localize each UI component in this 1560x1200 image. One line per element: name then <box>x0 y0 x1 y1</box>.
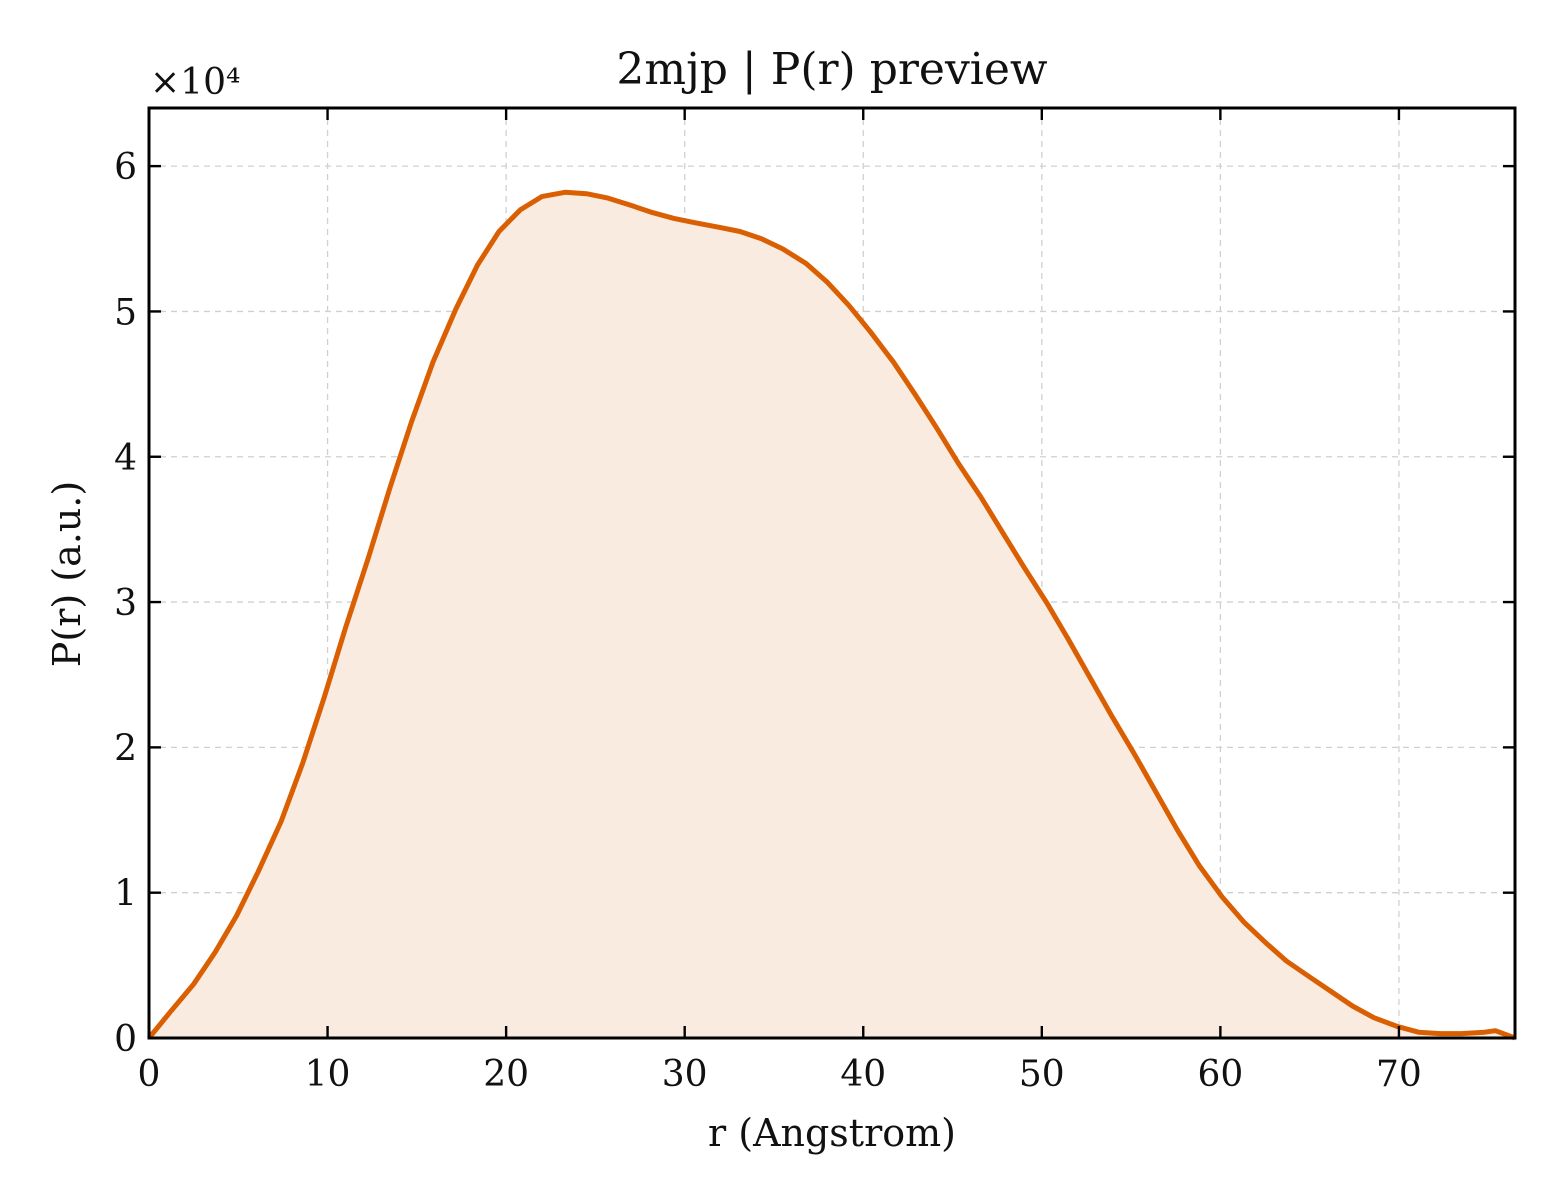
x-tick-label: 60 <box>1197 1054 1243 1095</box>
x-axis: 0 10 20 30 40 50 60 70 <box>138 108 1422 1095</box>
y-tick-label: 5 <box>114 292 137 333</box>
y-axis-multiplier: ×10⁴ <box>150 62 240 103</box>
y-tick-label: 6 <box>114 147 137 188</box>
y-tick-label: 1 <box>114 874 137 915</box>
y-tick-label: 2 <box>114 728 137 769</box>
pr-area-fill <box>149 192 1515 1039</box>
x-tick-label: 50 <box>1019 1054 1065 1095</box>
x-axis-label: r (Angstrom) <box>708 1111 956 1155</box>
y-tick-label: 0 <box>114 1019 137 1060</box>
x-tick-label: 70 <box>1376 1054 1422 1095</box>
y-tick-label: 4 <box>114 438 137 479</box>
y-axis-label: P(r) (a.u.) <box>45 481 89 667</box>
x-tick-label: 20 <box>483 1054 529 1095</box>
chart-title: 2mjp | P(r) preview <box>616 44 1047 95</box>
y-tick-label: 3 <box>114 583 137 624</box>
x-tick-label: 10 <box>305 1054 351 1095</box>
x-tick-label: 0 <box>138 1054 161 1095</box>
plot-frame <box>147 106 1517 1040</box>
x-tick-label: 30 <box>662 1054 708 1095</box>
x-tick-label: 40 <box>840 1054 886 1095</box>
pr-series-line <box>147 189 1516 1041</box>
y-axis: 0 1 2 3 4 5 6 <box>114 147 1515 1060</box>
